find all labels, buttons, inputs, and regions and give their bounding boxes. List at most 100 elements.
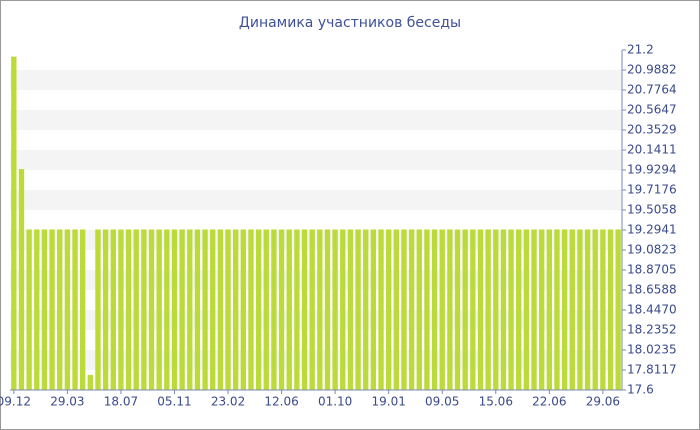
bar xyxy=(255,229,262,390)
x-tick-label: 29.03 xyxy=(50,395,84,409)
bar xyxy=(194,229,201,390)
x-tick-label: 18.07 xyxy=(104,395,138,409)
y-tick-label: 18.4470 xyxy=(627,303,677,317)
x-tick-label: 01.10 xyxy=(318,395,352,409)
bar xyxy=(34,229,40,390)
bar xyxy=(554,229,560,390)
bar xyxy=(408,229,415,390)
x-tick-label: 19.01 xyxy=(371,395,405,409)
bar xyxy=(615,229,621,390)
bar xyxy=(102,229,109,390)
bar xyxy=(301,229,308,390)
bar xyxy=(538,229,545,390)
bar xyxy=(600,229,606,390)
y-tick-label: 20.1411 xyxy=(627,143,677,157)
bar xyxy=(202,229,208,390)
bar xyxy=(210,229,216,390)
bar xyxy=(164,229,170,390)
bar xyxy=(454,229,461,390)
y-tick-label: 19.9294 xyxy=(627,163,677,177)
bar xyxy=(263,229,269,390)
bar xyxy=(240,229,247,390)
bar xyxy=(317,229,323,390)
x-tick-label: 05.11 xyxy=(157,395,191,409)
bar xyxy=(95,229,101,390)
grid-band xyxy=(10,350,622,371)
y-tick-label: 20.9882 xyxy=(627,63,677,77)
bar xyxy=(424,229,430,390)
grid-band xyxy=(10,310,622,331)
bar xyxy=(232,229,239,390)
grid-band xyxy=(10,110,622,131)
bar xyxy=(187,229,193,390)
y-tick-label: 21.2 xyxy=(627,43,654,57)
bar xyxy=(607,229,614,390)
bar xyxy=(133,229,139,390)
grid-band xyxy=(10,270,622,291)
y-tick-label: 18.0235 xyxy=(627,343,677,357)
bar xyxy=(286,229,292,390)
bar xyxy=(577,229,583,390)
bar xyxy=(401,229,407,390)
bar xyxy=(156,229,162,390)
bar xyxy=(477,229,484,390)
bar xyxy=(370,229,377,390)
bar xyxy=(49,229,55,390)
bar xyxy=(26,229,32,390)
bar xyxy=(324,229,331,390)
y-tick-label: 19.5058 xyxy=(627,203,677,217)
bar xyxy=(340,229,346,390)
bar xyxy=(118,229,124,390)
y-tick-label: 20.5647 xyxy=(627,103,677,117)
bar xyxy=(523,229,530,390)
grid-band xyxy=(10,230,622,251)
bar xyxy=(217,229,224,390)
y-tick-label: 20.7764 xyxy=(627,83,677,97)
bar xyxy=(18,169,25,390)
y-tick-label: 19.7176 xyxy=(627,183,677,197)
bar xyxy=(363,229,369,390)
bar xyxy=(470,229,476,390)
bar xyxy=(569,229,575,390)
x-tick-label: 09.12 xyxy=(0,395,31,409)
bar xyxy=(485,229,491,390)
y-tick-label: 18.8705 xyxy=(627,263,677,277)
bar xyxy=(500,229,507,390)
bar xyxy=(64,229,71,390)
bar xyxy=(332,229,338,390)
bar xyxy=(462,229,468,390)
bar xyxy=(531,229,537,390)
bar xyxy=(141,229,147,390)
bar xyxy=(148,229,155,390)
bar xyxy=(546,229,553,390)
bar xyxy=(516,229,522,390)
grid-band xyxy=(10,190,622,211)
bar xyxy=(385,229,392,390)
bar xyxy=(347,229,354,390)
bar xyxy=(592,229,598,390)
x-tick-label: 22.06 xyxy=(532,395,566,409)
bar xyxy=(431,229,438,390)
bar xyxy=(508,229,514,390)
bar xyxy=(41,229,48,390)
y-tick-label: 18.6588 xyxy=(627,283,677,297)
bar xyxy=(294,229,300,390)
y-tick-label: 18.2352 xyxy=(627,323,677,337)
bar xyxy=(271,229,277,390)
bar xyxy=(355,229,361,390)
bar xyxy=(79,229,86,390)
grid-band xyxy=(10,70,622,91)
bar xyxy=(393,229,400,390)
bar xyxy=(72,229,78,390)
bar xyxy=(309,229,315,390)
bar xyxy=(225,229,231,390)
bar xyxy=(125,229,132,390)
bar xyxy=(493,229,499,390)
bar xyxy=(248,229,254,390)
bar xyxy=(416,229,422,390)
x-tick-label: 29.06 xyxy=(586,395,620,409)
bar xyxy=(57,229,63,390)
bar xyxy=(171,229,178,390)
bar xyxy=(561,229,568,390)
